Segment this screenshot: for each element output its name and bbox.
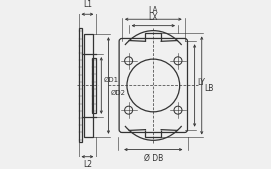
Text: LY: LY (198, 78, 205, 87)
Text: L1: L1 (83, 0, 92, 9)
Text: LB: LB (205, 84, 214, 93)
Text: LA: LA (149, 6, 158, 15)
Text: ØD2: ØD2 (111, 90, 125, 96)
Text: L2: L2 (83, 160, 92, 168)
Text: Ø DB: Ø DB (144, 154, 163, 163)
Text: LX: LX (149, 13, 158, 22)
Text: ØD1: ØD1 (104, 77, 119, 83)
